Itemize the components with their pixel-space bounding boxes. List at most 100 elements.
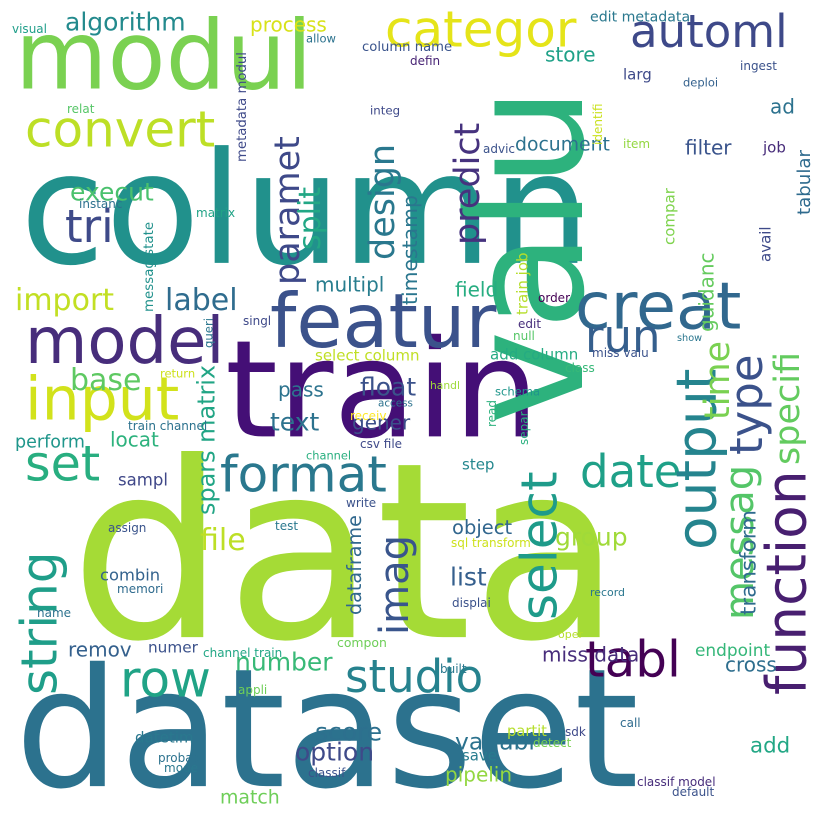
cloud-word: endpoint — [695, 640, 771, 661]
cloud-word: sdk — [565, 725, 586, 739]
cloud-word: instanc — [79, 197, 123, 211]
cloud-word: remov — [68, 638, 132, 662]
cloud-word: compar — [660, 188, 679, 245]
cloud-word: null — [513, 329, 535, 343]
cloud-word: dataset — [15, 637, 639, 819]
cloud-word: allow — [306, 32, 336, 46]
cloud-word: avail — [756, 226, 775, 262]
cloud-word: time — [697, 340, 738, 420]
cloud-word: train job — [513, 252, 532, 315]
cloud-word: combin — [100, 565, 161, 585]
cloud-word: model — [25, 305, 225, 379]
cloud-word: train channel — [128, 419, 208, 433]
cloud-word: multipl — [315, 273, 385, 297]
cloud-word: date — [580, 446, 682, 499]
cloud-word: edit metadata — [590, 8, 691, 26]
cloud-word: save — [462, 746, 497, 765]
cloud-word: float — [360, 373, 417, 402]
cloud-word: tabl — [585, 631, 681, 689]
cloud-word: singl — [243, 314, 272, 328]
cloud-word: larg — [623, 65, 652, 84]
cloud-word: train — [225, 314, 540, 471]
cloud-word: messag state — [140, 221, 157, 312]
cloud-word: locat — [110, 428, 159, 452]
cloud-word: probabl — [158, 751, 204, 765]
cloud-word: categor — [385, 1, 577, 59]
cloud-word: schema — [495, 385, 541, 399]
cloud-word: oper — [558, 628, 583, 641]
cloud-word: job — [763, 138, 786, 157]
cloud-word: displai — [452, 596, 491, 610]
cloud-word: edit — [518, 317, 542, 331]
cloud-word: integ — [370, 104, 401, 118]
cloud-word: appli — [238, 683, 268, 697]
cloud-word: string — [11, 551, 69, 695]
cloud-word: studio — [345, 651, 484, 704]
cloud-word: csv file — [360, 437, 403, 451]
cloud-word: sql transform — [451, 536, 531, 550]
cloud-word: execut — [70, 178, 154, 207]
cloud-word: column name — [362, 39, 453, 55]
cloud-word: name — [37, 606, 72, 620]
cloud-word: algorithm — [65, 8, 186, 37]
cloud-word: identifi — [591, 103, 605, 145]
cloud-word: featur — [270, 279, 497, 366]
cloud-word: handl — [430, 379, 460, 392]
cloud-word: default — [672, 785, 715, 799]
cloud-word: select column — [315, 346, 420, 365]
cloud-word: test — [275, 519, 299, 533]
cloud-word: return — [160, 367, 196, 381]
cloud-word: mode — [164, 761, 199, 775]
cloud-word: class — [565, 361, 595, 375]
cloud-word: item — [623, 137, 651, 151]
cloud-word: format — [220, 446, 387, 504]
cloud-word: step — [462, 455, 495, 474]
cloud-word: design — [362, 143, 403, 260]
cloud-word: label — [165, 282, 238, 318]
cloud-word: classif model — [637, 775, 716, 789]
cloud-word: list — [450, 563, 487, 592]
cloud-word: defin — [410, 54, 441, 68]
cloud-word: column — [20, 123, 591, 302]
cloud-word: modul — [15, 2, 313, 113]
cloud-word: pass — [278, 378, 324, 402]
cloud-word: datetim — [135, 728, 194, 747]
cloud-word: channel train — [203, 646, 283, 660]
cloud-word: group — [555, 523, 628, 552]
cloud-word: classif — [308, 766, 346, 780]
cloud-word: miss data — [542, 643, 640, 667]
cloud-word: call — [620, 716, 641, 730]
cloud-word: add column — [490, 345, 579, 364]
cloud-word: filter — [685, 136, 732, 160]
cloud-word: convert — [25, 101, 216, 159]
cloud-word: advic — [483, 142, 516, 156]
cloud-word: predict — [447, 122, 488, 245]
cloud-word: memori — [117, 582, 164, 596]
cloud-word: gener — [352, 411, 411, 435]
cloud-word: matrix — [196, 206, 236, 220]
cloud-word: perform — [15, 431, 85, 452]
cloud-word: imag — [372, 535, 418, 635]
cloud-word: write — [346, 496, 377, 510]
cloud-word: visual — [12, 22, 47, 36]
cloud-word: add — [750, 733, 791, 758]
cloud-word: partit — [507, 722, 547, 740]
cloud-word: detect — [533, 736, 572, 750]
cloud-word: set — [25, 436, 101, 493]
cloud-word: specifi — [767, 352, 808, 465]
cloud-word: separ — [517, 411, 531, 445]
cloud-word: automl — [630, 6, 788, 59]
cloud-word: queri — [202, 318, 216, 348]
cloud-word: pipelin — [445, 763, 513, 787]
cloud-word: assign — [108, 521, 147, 535]
cloud-word: channel — [306, 449, 352, 463]
cloud-word: input — [25, 365, 180, 435]
cloud-word: data — [70, 416, 622, 699]
cloud-word: cross — [725, 653, 777, 677]
cloud-word: deploi — [683, 76, 719, 90]
cloud-word: document — [515, 133, 610, 156]
cloud-word: ad — [770, 95, 795, 119]
cloud-word: run — [585, 311, 661, 364]
cloud-word: transform — [736, 509, 762, 615]
